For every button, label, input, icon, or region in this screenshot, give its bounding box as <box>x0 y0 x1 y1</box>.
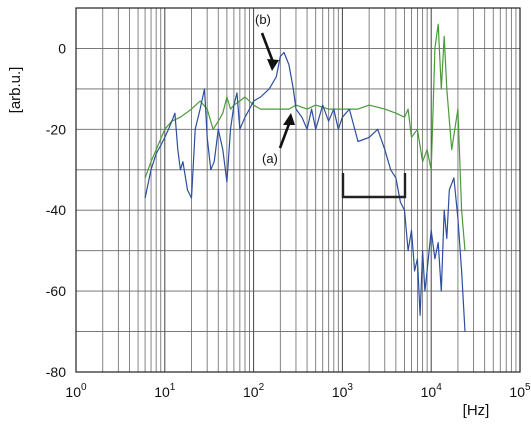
y-tick-label: -40 <box>46 202 66 218</box>
x-tick-label: 105 <box>509 382 531 400</box>
x-tick-label: 102 <box>243 382 265 400</box>
x-tick-base: 10 <box>65 384 81 400</box>
x-tick-exponent: 4 <box>436 382 442 393</box>
x-tick-labels: 100 101 102 103 104 105 <box>65 382 531 400</box>
x-tick-label: 101 <box>154 382 176 400</box>
grid-minor <box>102 8 517 372</box>
y-tick-labels: 0 -20 -40 -60 -80 <box>46 40 66 380</box>
annotation-a-arrow <box>278 113 295 149</box>
plot-frame <box>75 7 521 373</box>
y-tick-label: -60 <box>46 283 66 299</box>
x-tick-exponent: 0 <box>81 382 87 393</box>
annotation-a-label: (a) <box>262 151 278 166</box>
x-tick-label: 104 <box>421 382 443 400</box>
x-tick-label: 100 <box>65 382 87 400</box>
annotation-b-label: (b) <box>255 12 271 27</box>
x-tick-base: 10 <box>332 384 348 400</box>
x-tick-base: 10 <box>243 384 259 400</box>
x-tick-exponent: 2 <box>259 382 265 393</box>
x-tick-label: 103 <box>332 382 354 400</box>
y-tick-label: 0 <box>58 40 66 56</box>
x-tick-base: 10 <box>154 384 170 400</box>
x-tick-base: 10 <box>421 384 437 400</box>
series-line-b <box>144 51 466 332</box>
series-layer <box>144 23 466 332</box>
x-tick-exponent: 3 <box>347 382 353 393</box>
y-tick-label: -20 <box>46 121 66 137</box>
x-tick-exponent: 5 <box>525 382 531 393</box>
annotation-b-arrow <box>260 32 279 71</box>
x-axis-label: [Hz] <box>463 402 490 419</box>
range-bracket <box>341 173 407 199</box>
y-axis-label: [arb.u.] <box>7 67 24 114</box>
grid-major <box>75 7 520 373</box>
x-tick-base: 10 <box>509 384 525 400</box>
x-tick-exponent: 1 <box>170 382 176 393</box>
y-tick-label: -80 <box>46 364 66 380</box>
